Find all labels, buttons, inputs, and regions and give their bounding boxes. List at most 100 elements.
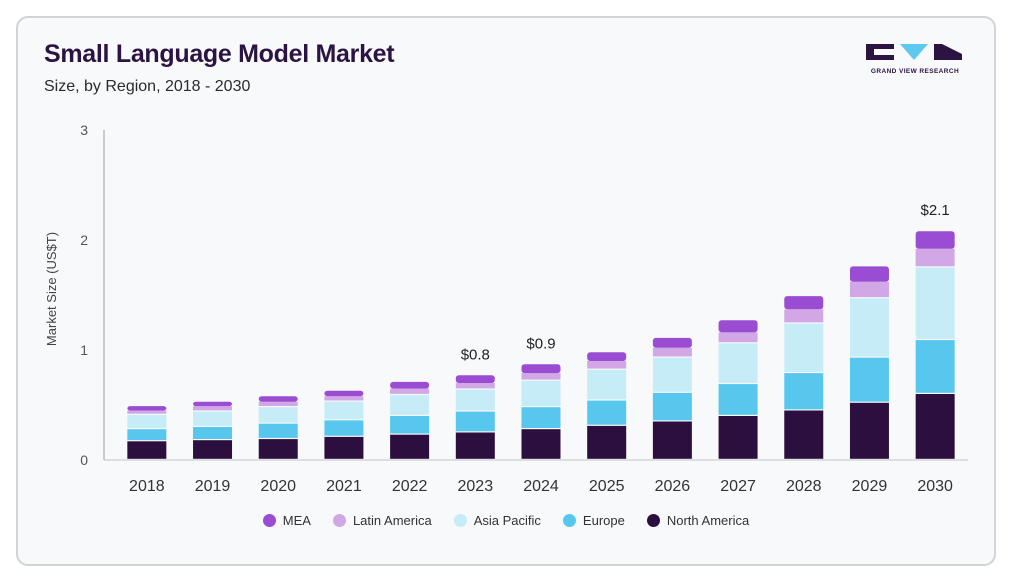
- bar-segment-latin-america: [193, 406, 233, 411]
- bar-segment-mea: [324, 390, 364, 397]
- bar-segment-asia-pacific: [127, 414, 167, 428]
- x-tick-label: 2025: [589, 478, 625, 495]
- bar-segment-north-america: [324, 436, 364, 459]
- bar-segment-north-america: [718, 416, 758, 459]
- bar-segment-asia-pacific: [652, 357, 692, 392]
- x-tick-label: 2019: [195, 478, 231, 495]
- bar-segment-mea: [390, 381, 430, 389]
- legend-label: Latin America: [352, 513, 432, 528]
- bar-segment-europe: [455, 411, 495, 432]
- legend-item-latin-america: Latin America: [332, 513, 432, 528]
- bar-segment-north-america: [784, 410, 824, 459]
- bar-segment-latin-america: [390, 388, 430, 394]
- bar-segment-north-america: [652, 421, 692, 459]
- bar-segment-latin-america: [587, 361, 627, 369]
- bar-segment-asia-pacific: [193, 411, 233, 426]
- legend-item-asia-pacific: Asia Pacific: [453, 513, 541, 528]
- x-tick-label: 2029: [852, 478, 888, 495]
- legend-swatch: [562, 514, 576, 527]
- grand-view-research-logo: GRAND VIEW RESEARCH: [866, 42, 964, 78]
- bar-segment-latin-america: [849, 281, 889, 298]
- bar-segment-latin-america: [718, 332, 758, 343]
- y-tick-label: 0: [80, 452, 88, 468]
- bar-segment-north-america: [258, 439, 298, 459]
- bar-segment-north-america: [521, 429, 561, 459]
- bar-segment-latin-america: [915, 248, 955, 267]
- legend-item-north-america: North America: [646, 513, 750, 528]
- bar-segment-mea: [915, 231, 955, 249]
- bar-segment-europe: [849, 357, 889, 402]
- bar-segment-asia-pacific: [390, 395, 430, 415]
- bar-segment-mea: [127, 406, 167, 411]
- x-tick-label: 2020: [260, 478, 296, 495]
- legend-label: North America: [666, 513, 750, 528]
- bar-segment-latin-america: [455, 383, 495, 389]
- bar-segment-europe: [652, 392, 692, 421]
- chart-title: Small Language Model Market: [44, 40, 395, 68]
- data-label: $0.8: [461, 346, 490, 363]
- legend-swatch: [646, 514, 660, 527]
- logo-mark-icon: [866, 44, 962, 60]
- x-tick-label: 2028: [786, 478, 822, 495]
- bar-segment-north-america: [849, 402, 889, 459]
- x-tick-label: 2022: [392, 478, 428, 495]
- bar-segment-europe: [127, 429, 167, 441]
- bar-segment-asia-pacific: [915, 267, 955, 339]
- bar-segment-latin-america: [521, 373, 561, 380]
- x-tick-label: 2027: [720, 478, 756, 495]
- bar-segment-mea: [784, 296, 824, 310]
- x-tick-label: 2021: [326, 478, 362, 495]
- bar-segment-north-america: [193, 440, 233, 459]
- bar-segment-latin-america: [324, 396, 364, 401]
- bar-segment-mea: [587, 352, 627, 361]
- bar-segment-mea: [718, 320, 758, 333]
- chart-legend: MEA Latin America Asia Pacific Europe North …: [18, 513, 994, 528]
- bar-segment-asia-pacific: [849, 298, 889, 357]
- data-label: $2.1: [921, 202, 950, 219]
- x-tick-label: 2018: [129, 478, 165, 495]
- x-tick-label: 2023: [458, 478, 494, 495]
- y-tick-label: 3: [80, 122, 88, 138]
- data-label: $0.9: [526, 335, 555, 352]
- x-tick-label: 2024: [523, 478, 559, 495]
- bar-segment-europe: [193, 427, 233, 439]
- legend-label: MEA: [282, 513, 311, 528]
- bar-segment-mea: [193, 401, 233, 407]
- bar-segment-latin-america: [652, 347, 692, 357]
- bar-segment-latin-america: [258, 401, 298, 406]
- bar-segment-mea: [849, 266, 889, 282]
- bar-segment-asia-pacific: [718, 343, 758, 383]
- bar-segment-europe: [324, 420, 364, 436]
- bar-segment-europe: [718, 384, 758, 415]
- legend-swatch: [332, 514, 346, 527]
- legend-item-europe: Europe: [562, 513, 625, 528]
- legend-swatch: [453, 514, 467, 527]
- bar-segment-asia-pacific: [784, 323, 824, 372]
- y-tick-label: 1: [80, 342, 88, 358]
- bar-segment-europe: [521, 407, 561, 428]
- bar-segment-mea: [521, 364, 561, 374]
- bar-segment-asia-pacific: [258, 407, 298, 423]
- y-tick-label: 2: [80, 232, 88, 248]
- bar-segment-europe: [915, 340, 955, 393]
- legend-label: Europe: [582, 513, 625, 528]
- bar-segment-asia-pacific: [521, 380, 561, 406]
- x-tick-label: 2030: [917, 478, 953, 495]
- bar-segment-north-america: [390, 434, 430, 459]
- legend-label: Asia Pacific: [473, 513, 541, 528]
- bar-segment-europe: [784, 373, 824, 410]
- bar-segment-north-america: [455, 432, 495, 459]
- legend-swatch: [262, 514, 276, 527]
- bar-segment-europe: [390, 416, 430, 434]
- stacked-bar-chart: 0 1 2 3 Market Size (US$T) 2018 2019 2020 2021 20…: [44, 122, 968, 495]
- bar-segment-mea: [455, 375, 495, 383]
- bar-segment-europe: [587, 400, 627, 425]
- bar-segment-north-america: [127, 441, 167, 459]
- chart-card: Small Language Model Market Size, by Reg…: [16, 16, 996, 566]
- bar-segment-asia-pacific: [455, 389, 495, 411]
- legend-item-mea: MEA: [262, 513, 311, 528]
- bar-segment-europe: [258, 423, 298, 438]
- bar-segment-latin-america: [127, 410, 167, 414]
- bar-segment-asia-pacific: [324, 401, 364, 420]
- bar-segment-asia-pacific: [587, 369, 627, 400]
